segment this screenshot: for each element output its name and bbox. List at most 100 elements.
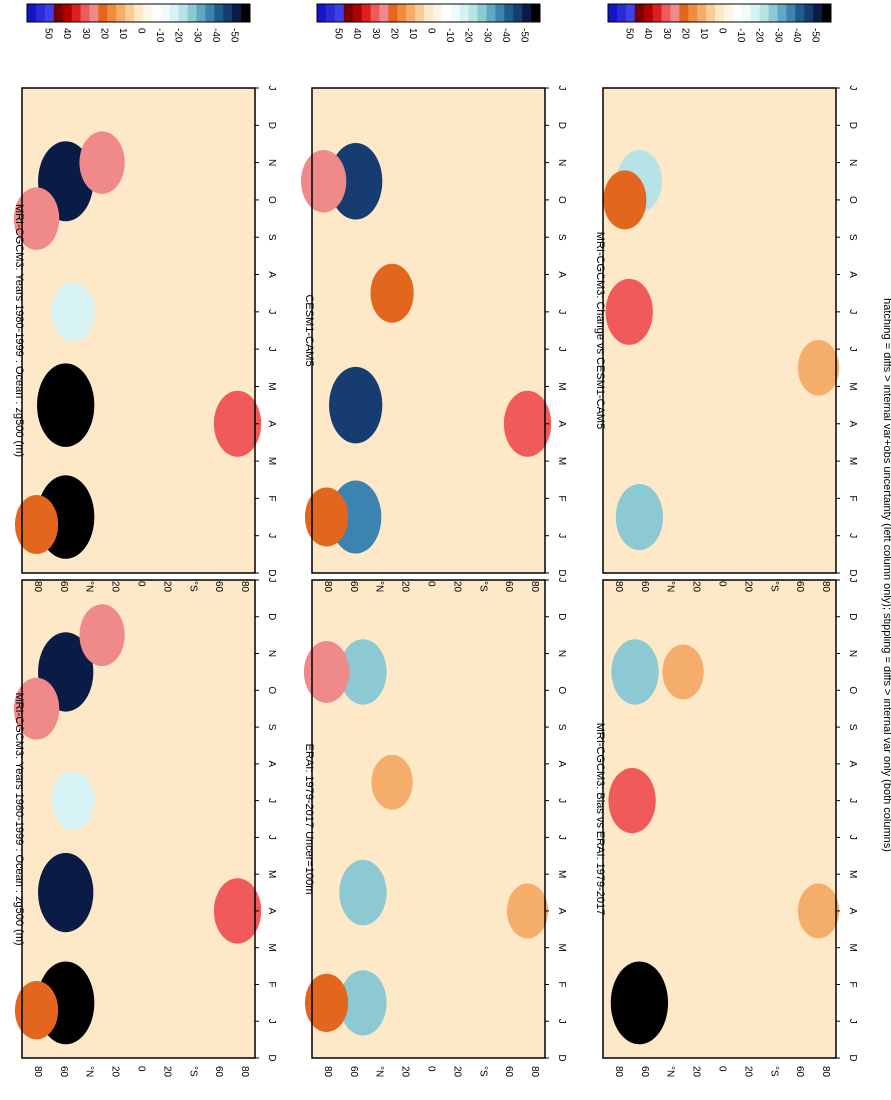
month-tick-label: J	[556, 835, 567, 840]
panel-frame	[21, 579, 256, 1059]
lat-tick-label: °N	[374, 581, 385, 592]
colorbar-swatch	[223, 4, 233, 22]
colorbar-swatch	[531, 4, 541, 22]
month-tick-label: M	[266, 870, 277, 878]
colorbar-label: 50	[333, 28, 344, 40]
contour-feature	[615, 484, 664, 551]
colorbar-swatch	[495, 4, 505, 22]
month-tick-label: D	[266, 613, 277, 620]
month-tick-label: M	[556, 382, 567, 390]
lat-tick-label: 80	[613, 1066, 624, 1078]
lat-tick-label: 20	[691, 581, 702, 593]
colorbar-label: -50	[228, 28, 239, 43]
colorbar-swatch	[777, 4, 787, 22]
lat-tick-label: °N	[84, 1066, 95, 1077]
contour-feature	[611, 639, 659, 705]
lat-tick-label: 60	[794, 581, 805, 593]
lat-tick-label: °S	[768, 1066, 779, 1077]
lat-tick-label: 20	[742, 581, 753, 593]
month-tick-label: F	[266, 981, 277, 987]
colorbar-swatch	[214, 4, 224, 22]
colorbar-label: 0	[717, 28, 728, 34]
colorbar-swatch	[205, 4, 215, 22]
lat-tick-label: 80	[322, 581, 333, 593]
month-tick-label: O	[266, 686, 277, 694]
contour-feature	[304, 487, 349, 547]
month-tick-label: O	[847, 196, 858, 204]
contour-feature	[605, 278, 653, 345]
lat-tick-label: 0	[136, 1066, 147, 1072]
colorbar-swatch	[804, 4, 814, 22]
lat-tick-label: 60	[639, 1066, 650, 1078]
lat-tick-label: 60	[503, 1066, 514, 1078]
month-tick-label: M	[847, 382, 858, 390]
month-tick-label: M	[266, 944, 277, 952]
lat-tick-label: °N	[665, 581, 676, 592]
month-tick-label: S	[556, 234, 567, 241]
colorbar-label: 30	[370, 28, 381, 40]
colorbar-swatch	[679, 4, 689, 22]
contour-feature	[370, 263, 414, 323]
month-tick-label: D	[556, 569, 567, 576]
contour-feature	[329, 366, 383, 444]
colorbar-swatch	[397, 4, 407, 22]
contour-feature	[37, 363, 95, 447]
colorbar-swatch	[616, 4, 627, 22]
panel-title: MRI-CGCM3: Bias vs ERAI: 1979-2017	[594, 723, 606, 916]
lat-tick-label: °N	[84, 581, 95, 592]
contour-feature	[38, 852, 94, 933]
colorbar-swatch	[732, 4, 743, 22]
lat-tick-label: 80	[529, 1066, 540, 1078]
colorbar-swatch	[786, 4, 796, 22]
month-tick-label: D	[847, 122, 858, 129]
month-tick-label: D	[556, 613, 567, 620]
colorbar-swatch	[486, 4, 496, 22]
footnote: hatching = diffs > internal var+obs unce…	[881, 298, 891, 852]
colorbar-swatch	[723, 4, 734, 22]
colorbar-swatch	[715, 4, 725, 22]
panel-5: D J F M A M J J A S O N D J 80 60 °N 20 0 20 °S 60 80 MRI-CGCM3…	[594, 578, 858, 1078]
month-tick-label: J	[266, 1019, 277, 1024]
colorbar-swatch	[187, 4, 197, 22]
colorbar-label: -10	[154, 28, 165, 43]
lat-tick-label: 60	[639, 581, 650, 593]
colorbar-swatch	[432, 4, 443, 22]
colorbar-swatch	[670, 4, 680, 22]
month-tick-label: D	[266, 569, 277, 576]
colorbar-swatch	[98, 4, 108, 22]
colorbar-label: -20	[754, 28, 765, 43]
month-tick-label: J	[266, 798, 277, 803]
colorbar-swatch	[370, 4, 380, 22]
colorbar-swatch	[107, 4, 117, 22]
colorbar-swatch	[196, 4, 206, 22]
colorbar-swatch	[317, 4, 327, 22]
month-tick-label: O	[847, 686, 858, 694]
lat-tick-label: °S	[768, 581, 779, 592]
contour-feature	[79, 131, 125, 194]
lat-tick-label: 60	[348, 1066, 359, 1078]
lat-tick-label: 80	[820, 581, 831, 593]
colorbar-label: -50	[809, 28, 820, 43]
colorbar-swatch	[441, 4, 452, 22]
colorbar-swatch	[379, 4, 389, 22]
colorbar-swatch	[450, 4, 461, 22]
panel-frame	[311, 87, 546, 574]
month-tick-label: J	[556, 533, 567, 538]
month-tick-label: J	[847, 798, 858, 803]
colorbar-label: -20	[173, 28, 184, 43]
contour-feature	[14, 495, 59, 554]
colorbar-swatch	[134, 4, 144, 22]
lat-tick-label: 20	[400, 1066, 411, 1078]
month-tick-label: M	[556, 457, 567, 465]
month-tick-label: N	[556, 159, 567, 166]
contour-feature	[503, 390, 552, 457]
month-tick-label: J	[266, 309, 277, 314]
month-tick-label: N	[266, 159, 277, 166]
colorbar-label: -40	[791, 28, 802, 43]
month-tick-label: F	[847, 981, 858, 987]
month-tick-label: M	[556, 870, 567, 878]
colorbar-swatch	[513, 4, 523, 22]
